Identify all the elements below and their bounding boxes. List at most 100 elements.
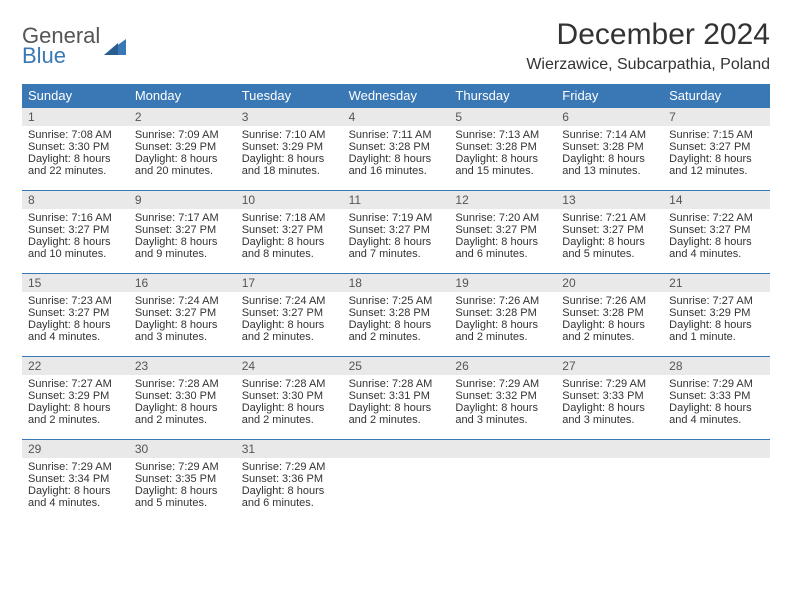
sunset-text: Sunset: 3:27 PM bbox=[135, 307, 230, 319]
day-cell: Sunrise: 7:23 AMSunset: 3:27 PMDaylight:… bbox=[22, 292, 129, 356]
sunrise-text: Sunrise: 7:24 AM bbox=[135, 295, 230, 307]
week-body-row: Sunrise: 7:16 AMSunset: 3:27 PMDaylight:… bbox=[22, 209, 770, 273]
sunset-text: Sunset: 3:27 PM bbox=[669, 141, 764, 153]
daylight-text: Daylight: 8 hours and 20 minutes. bbox=[135, 153, 230, 177]
brand-logo: General Blue bbox=[22, 26, 126, 66]
day-cell: Sunrise: 7:09 AMSunset: 3:29 PMDaylight:… bbox=[129, 126, 236, 190]
sunrise-text: Sunrise: 7:14 AM bbox=[562, 129, 657, 141]
daylight-text: Daylight: 8 hours and 4 minutes. bbox=[669, 236, 764, 260]
sunrise-text: Sunrise: 7:27 AM bbox=[28, 378, 123, 390]
day-number: 12 bbox=[449, 191, 556, 209]
sunset-text: Sunset: 3:27 PM bbox=[28, 307, 123, 319]
sunset-text: Sunset: 3:30 PM bbox=[242, 390, 337, 402]
week-body-row: Sunrise: 7:08 AMSunset: 3:30 PMDaylight:… bbox=[22, 126, 770, 190]
day-number: 15 bbox=[22, 274, 129, 292]
day-cell: Sunrise: 7:28 AMSunset: 3:30 PMDaylight:… bbox=[236, 375, 343, 439]
brand-text: General Blue bbox=[22, 26, 100, 66]
day-number: 14 bbox=[663, 191, 770, 209]
day-cell: Sunrise: 7:26 AMSunset: 3:28 PMDaylight:… bbox=[449, 292, 556, 356]
dow-friday: Friday bbox=[556, 84, 663, 107]
week-number-row: 1234567 bbox=[22, 107, 770, 126]
day-number: 22 bbox=[22, 357, 129, 375]
day-number: 2 bbox=[129, 108, 236, 126]
sunset-text: Sunset: 3:27 PM bbox=[455, 224, 550, 236]
sunrise-text: Sunrise: 7:25 AM bbox=[349, 295, 444, 307]
day-number bbox=[343, 440, 450, 458]
sunrise-text: Sunrise: 7:29 AM bbox=[28, 461, 123, 473]
day-number: 16 bbox=[129, 274, 236, 292]
sunrise-text: Sunrise: 7:10 AM bbox=[242, 129, 337, 141]
sunset-text: Sunset: 3:32 PM bbox=[455, 390, 550, 402]
sunset-text: Sunset: 3:27 PM bbox=[242, 307, 337, 319]
daylight-text: Daylight: 8 hours and 6 minutes. bbox=[455, 236, 550, 260]
day-number: 23 bbox=[129, 357, 236, 375]
week-body-row: Sunrise: 7:23 AMSunset: 3:27 PMDaylight:… bbox=[22, 292, 770, 356]
sunset-text: Sunset: 3:28 PM bbox=[455, 307, 550, 319]
sunrise-text: Sunrise: 7:26 AM bbox=[562, 295, 657, 307]
day-number: 3 bbox=[236, 108, 343, 126]
day-of-week-header: Sunday Monday Tuesday Wednesday Thursday… bbox=[22, 84, 770, 107]
day-number: 8 bbox=[22, 191, 129, 209]
day-number: 28 bbox=[663, 357, 770, 375]
sunrise-text: Sunrise: 7:29 AM bbox=[135, 461, 230, 473]
week-number-row: 293031 bbox=[22, 439, 770, 458]
day-number bbox=[556, 440, 663, 458]
daylight-text: Daylight: 8 hours and 12 minutes. bbox=[669, 153, 764, 177]
day-number: 4 bbox=[343, 108, 450, 126]
day-number bbox=[663, 440, 770, 458]
day-cell: Sunrise: 7:29 AMSunset: 3:32 PMDaylight:… bbox=[449, 375, 556, 439]
daylight-text: Daylight: 8 hours and 2 minutes. bbox=[135, 402, 230, 426]
sunrise-text: Sunrise: 7:28 AM bbox=[135, 378, 230, 390]
day-number: 17 bbox=[236, 274, 343, 292]
sunrise-text: Sunrise: 7:19 AM bbox=[349, 212, 444, 224]
day-number: 27 bbox=[556, 357, 663, 375]
day-cell: Sunrise: 7:15 AMSunset: 3:27 PMDaylight:… bbox=[663, 126, 770, 190]
day-number: 19 bbox=[449, 274, 556, 292]
day-cell: Sunrise: 7:13 AMSunset: 3:28 PMDaylight:… bbox=[449, 126, 556, 190]
sunrise-text: Sunrise: 7:28 AM bbox=[242, 378, 337, 390]
sunset-text: Sunset: 3:28 PM bbox=[562, 307, 657, 319]
day-cell: Sunrise: 7:16 AMSunset: 3:27 PMDaylight:… bbox=[22, 209, 129, 273]
daylight-text: Daylight: 8 hours and 2 minutes. bbox=[242, 402, 337, 426]
day-cell bbox=[556, 458, 663, 522]
daylight-text: Daylight: 8 hours and 10 minutes. bbox=[28, 236, 123, 260]
week-number-row: 891011121314 bbox=[22, 190, 770, 209]
sunrise-text: Sunrise: 7:24 AM bbox=[242, 295, 337, 307]
sunset-text: Sunset: 3:29 PM bbox=[242, 141, 337, 153]
sunset-text: Sunset: 3:27 PM bbox=[562, 224, 657, 236]
day-cell bbox=[343, 458, 450, 522]
sunset-text: Sunset: 3:27 PM bbox=[28, 224, 123, 236]
dow-tuesday: Tuesday bbox=[236, 84, 343, 107]
sunset-text: Sunset: 3:27 PM bbox=[349, 224, 444, 236]
dow-thursday: Thursday bbox=[449, 84, 556, 107]
day-number: 1 bbox=[22, 108, 129, 126]
sunrise-text: Sunrise: 7:29 AM bbox=[669, 378, 764, 390]
dow-saturday: Saturday bbox=[663, 84, 770, 107]
week-body-row: Sunrise: 7:29 AMSunset: 3:34 PMDaylight:… bbox=[22, 458, 770, 522]
day-cell bbox=[449, 458, 556, 522]
sunrise-text: Sunrise: 7:08 AM bbox=[28, 129, 123, 141]
day-cell: Sunrise: 7:20 AMSunset: 3:27 PMDaylight:… bbox=[449, 209, 556, 273]
day-cell: Sunrise: 7:17 AMSunset: 3:27 PMDaylight:… bbox=[129, 209, 236, 273]
sunset-text: Sunset: 3:29 PM bbox=[135, 141, 230, 153]
dow-sunday: Sunday bbox=[22, 84, 129, 107]
daylight-text: Daylight: 8 hours and 5 minutes. bbox=[562, 236, 657, 260]
weeks-container: 1234567Sunrise: 7:08 AMSunset: 3:30 PMDa… bbox=[22, 107, 770, 522]
sunset-text: Sunset: 3:27 PM bbox=[135, 224, 230, 236]
daylight-text: Daylight: 8 hours and 6 minutes. bbox=[242, 485, 337, 509]
day-number: 24 bbox=[236, 357, 343, 375]
header: General Blue December 2024 Wierzawice, S… bbox=[22, 18, 770, 74]
sunrise-text: Sunrise: 7:22 AM bbox=[669, 212, 764, 224]
daylight-text: Daylight: 8 hours and 2 minutes. bbox=[28, 402, 123, 426]
sunrise-text: Sunrise: 7:26 AM bbox=[455, 295, 550, 307]
day-number: 13 bbox=[556, 191, 663, 209]
sunset-text: Sunset: 3:29 PM bbox=[28, 390, 123, 402]
day-cell: Sunrise: 7:11 AMSunset: 3:28 PMDaylight:… bbox=[343, 126, 450, 190]
day-cell: Sunrise: 7:22 AMSunset: 3:27 PMDaylight:… bbox=[663, 209, 770, 273]
day-number: 29 bbox=[22, 440, 129, 458]
daylight-text: Daylight: 8 hours and 4 minutes. bbox=[28, 319, 123, 343]
day-cell: Sunrise: 7:29 AMSunset: 3:36 PMDaylight:… bbox=[236, 458, 343, 522]
daylight-text: Daylight: 8 hours and 13 minutes. bbox=[562, 153, 657, 177]
daylight-text: Daylight: 8 hours and 16 minutes. bbox=[349, 153, 444, 177]
day-cell: Sunrise: 7:19 AMSunset: 3:27 PMDaylight:… bbox=[343, 209, 450, 273]
